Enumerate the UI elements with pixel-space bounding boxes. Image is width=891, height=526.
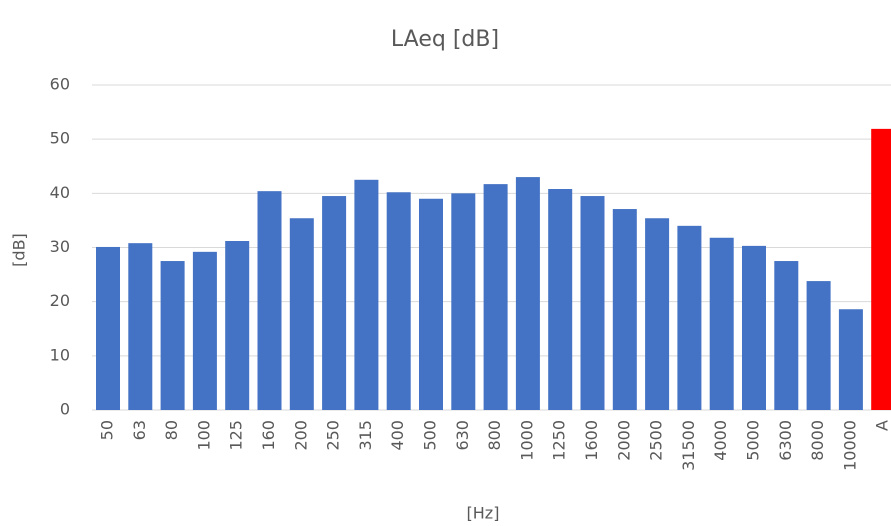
x-tick-label: 31500	[679, 420, 698, 471]
bar	[96, 246, 120, 410]
x-tick-label: 1600	[582, 420, 601, 461]
x-tick-label: 6300	[776, 420, 795, 461]
bar	[192, 251, 217, 410]
x-tick-label: A	[873, 420, 891, 431]
bar	[645, 218, 670, 410]
x-tick-label: 10000	[840, 420, 859, 471]
bar	[515, 177, 540, 410]
bar	[580, 196, 605, 410]
x-axis-label: [Hz]	[467, 504, 500, 523]
x-tick-label: 250	[324, 420, 343, 451]
y-tick-label: 10	[50, 345, 70, 364]
x-tick-label: 500	[421, 420, 440, 451]
x-tick-label: 5000	[744, 420, 763, 461]
bar	[483, 184, 508, 410]
x-tick-label: 200	[291, 420, 310, 451]
x-tick-label: 63	[130, 420, 149, 440]
y-tick-label: 40	[50, 183, 70, 202]
bar	[709, 237, 734, 410]
x-tick-label: 100	[194, 420, 213, 451]
x-tick-label: 125	[227, 420, 246, 451]
x-tick-label: 400	[388, 420, 407, 451]
bar	[612, 209, 637, 410]
x-tick-label: 315	[356, 420, 375, 451]
x-tick-label: 1250	[550, 420, 569, 461]
y-tick-label: 50	[50, 129, 70, 148]
x-tick-label: 800	[485, 420, 504, 451]
x-tick-label: 8000	[808, 420, 827, 461]
bar	[548, 189, 573, 410]
bar	[677, 225, 702, 410]
y-axis-label: [dB]	[10, 233, 29, 267]
bar	[806, 281, 831, 410]
x-tick-label: 160	[259, 420, 278, 451]
x-tick-label: 50	[98, 420, 117, 440]
x-tick-label: 2500	[647, 420, 666, 461]
bar	[225, 241, 250, 410]
bar	[257, 191, 282, 410]
bar	[160, 261, 185, 410]
bar	[871, 128, 891, 410]
bar	[451, 193, 476, 410]
bar	[386, 192, 411, 410]
x-tick-label: 2000	[614, 420, 633, 461]
y-tick-label: 0	[60, 400, 70, 419]
y-tick-label: 30	[50, 237, 70, 256]
y-tick-label: 60	[50, 75, 70, 94]
bar	[289, 218, 314, 410]
bar	[128, 243, 153, 410]
x-tick-label: 4000	[711, 420, 730, 461]
y-tick-label: 20	[50, 291, 70, 310]
bar	[419, 198, 443, 410]
x-tick-label: 630	[453, 420, 472, 451]
bar	[322, 196, 347, 410]
x-tick-label: 1000	[517, 420, 536, 461]
x-tick-label: 80	[162, 420, 181, 440]
chart-title: LAeq [dB]	[391, 27, 499, 52]
bar	[742, 245, 766, 410]
bar	[354, 179, 379, 410]
bar	[838, 309, 863, 410]
bar	[774, 261, 799, 410]
